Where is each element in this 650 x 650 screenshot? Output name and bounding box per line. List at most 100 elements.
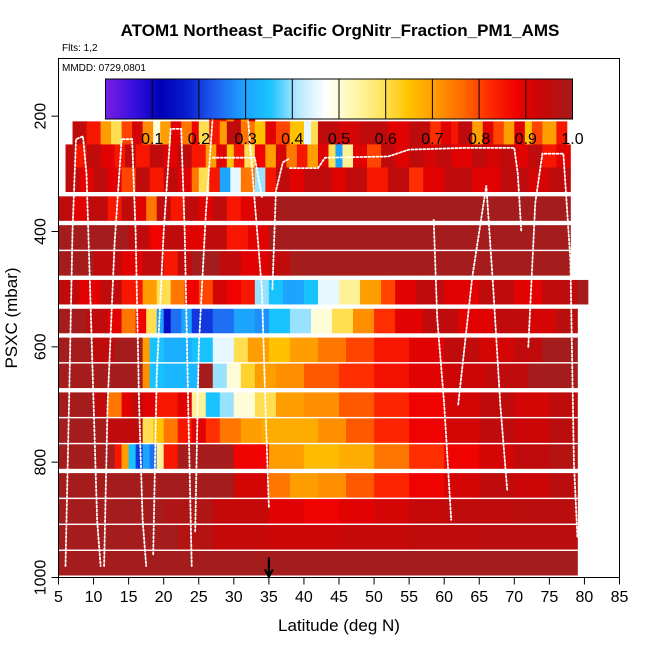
heatmap-cell (275, 196, 571, 221)
heatmap-cell (374, 337, 410, 363)
heatmap-cell (132, 392, 144, 417)
heatmap-cell (268, 444, 305, 469)
heatmap-cell (230, 167, 242, 193)
heatmap-cell (275, 363, 305, 389)
marker-head (263, 568, 274, 579)
heatmap-cell (346, 167, 368, 193)
flights-label: Flts: 1,2 (62, 43, 98, 54)
heatmap-cell (205, 144, 217, 169)
heatmap-cell (310, 308, 333, 334)
heatmap-cell (156, 392, 179, 417)
heatmap-cell (409, 167, 424, 193)
heatmap-cell (146, 196, 158, 221)
heatmap-cell (514, 144, 529, 169)
heatmap-cell (156, 196, 172, 221)
heatmap-cell (549, 167, 571, 193)
heatmap-cell (212, 499, 270, 524)
heatmap-cell (198, 167, 210, 193)
heatmap-cell (531, 121, 543, 146)
heatmap-cell (303, 392, 340, 417)
heatmap-cell (153, 121, 161, 146)
heatmap-cell (163, 308, 172, 334)
heatmap-cell (149, 167, 165, 193)
heatmap-cell (451, 144, 473, 169)
x-tick-label: 50 (365, 589, 383, 606)
heatmap-cell (374, 418, 410, 443)
y-axis-label: PSXC (mbar) (2, 267, 21, 368)
heatmap-cell (149, 444, 158, 469)
heatmap-cells (58, 98, 589, 576)
heatmap-cell (254, 121, 266, 146)
heatmap-cell (184, 279, 200, 305)
heatmap-cell (265, 167, 277, 193)
heatmap-cell (437, 144, 452, 169)
heatmap-cell (247, 337, 270, 363)
heatmap-cell (307, 144, 319, 169)
heatmap-cell (58, 392, 94, 417)
heatmap-cell (163, 225, 186, 250)
heatmap-cell (409, 499, 445, 524)
heatmap-cell (58, 196, 73, 221)
heatmap-cell (146, 308, 158, 334)
heatmap-cell (184, 196, 200, 221)
heatmap-cell (142, 251, 165, 276)
x-tick-label: 15 (120, 589, 138, 606)
heatmap-cell (514, 499, 578, 524)
heatmap-cell (493, 121, 505, 146)
heatmap-cell (275, 392, 305, 417)
heatmap-cell (149, 225, 165, 250)
heatmap-cell (121, 167, 137, 193)
chart-title: ATOM1 Northeast_Pacific OrgNitr_Fraction… (121, 21, 560, 40)
heatmap-cell (500, 144, 515, 169)
heatmap-cell (528, 308, 557, 334)
heatmap-cell (226, 225, 249, 250)
heatmap-cell (181, 121, 193, 146)
heatmap-cell (198, 121, 210, 146)
heatmap-cell (58, 499, 165, 524)
heatmap-cell (121, 279, 144, 305)
heatmap-cell (170, 196, 186, 221)
heatmap-cell (65, 167, 80, 193)
heatmap-cell (388, 121, 410, 146)
flight-profile-ascent-descent-3 (152, 127, 193, 567)
heatmap-cell (289, 418, 319, 443)
heatmap-cell (240, 418, 263, 443)
y-tick-label: 400 (33, 218, 50, 245)
heatmap-cell (244, 144, 256, 169)
heatmap-cell (163, 144, 179, 169)
heatmap-cell (444, 363, 487, 389)
heatmap-cell (268, 337, 291, 363)
heatmap-cell (191, 144, 207, 169)
heatmap-cell (331, 167, 347, 193)
heatmap-cell (317, 473, 347, 498)
heatmap-cell (163, 251, 179, 276)
flight-profile-ascent-descent-7 (457, 185, 509, 492)
heatmap-cell (135, 196, 147, 221)
heatmap-cell (209, 121, 221, 146)
heatmap-cell (191, 337, 214, 363)
heatmap-cell (409, 121, 431, 146)
colorbar: 0.1 0.2 0.3 0.4 0.5 0.6 0.7 0.8 0.9 1.0 (105, 78, 584, 148)
heatmap-cell (58, 251, 94, 276)
heatmap-cell (289, 308, 312, 334)
heatmap-cell (254, 363, 277, 389)
heatmap-cell (212, 196, 228, 221)
heatmap-cell (275, 121, 291, 146)
heatmap-cell (388, 167, 410, 193)
heatmap-cell (233, 392, 256, 417)
heatmap-cell (374, 473, 410, 498)
heatmap-cell (303, 499, 340, 524)
x-tick-label: 30 (225, 589, 243, 606)
heatmap-cell (226, 121, 242, 146)
heatmap-cell (542, 121, 557, 146)
heatmap-cell (177, 418, 193, 443)
heatmap-cell (339, 499, 375, 524)
flight-profile-ascent-descent-8 (527, 152, 579, 538)
heatmap-cell (528, 144, 543, 169)
heatmap-cell (395, 308, 424, 334)
heatmap-cell (409, 392, 445, 417)
heatmap-cell (423, 308, 459, 334)
x-tick-label: 25 (190, 589, 208, 606)
heatmap-cell (268, 225, 571, 250)
heatmap-cell (500, 167, 529, 193)
